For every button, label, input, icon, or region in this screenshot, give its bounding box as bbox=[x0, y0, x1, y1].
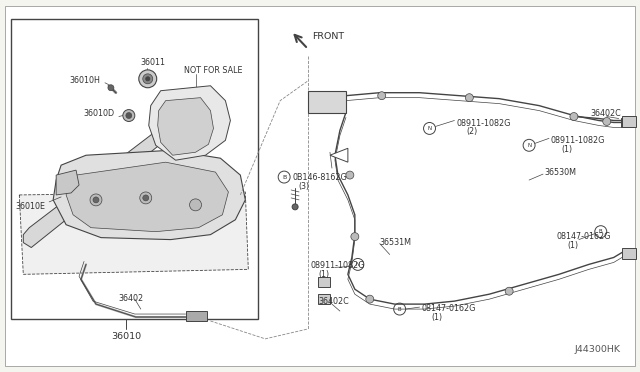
Circle shape bbox=[366, 295, 374, 303]
Circle shape bbox=[139, 70, 157, 88]
Text: FRONT: FRONT bbox=[312, 32, 344, 41]
Text: 08147-0162G: 08147-0162G bbox=[422, 304, 476, 313]
Text: N: N bbox=[527, 143, 531, 148]
Bar bbox=[621, 118, 632, 128]
Polygon shape bbox=[157, 98, 214, 155]
Text: 36010E: 36010E bbox=[15, 202, 45, 211]
Text: 08911-1082G: 08911-1082G bbox=[551, 137, 605, 145]
Text: B: B bbox=[282, 174, 286, 180]
Bar bbox=[186, 311, 207, 321]
Text: N: N bbox=[356, 262, 360, 267]
Text: 36010H: 36010H bbox=[69, 76, 100, 85]
Text: 36011: 36011 bbox=[141, 58, 166, 67]
Text: N: N bbox=[428, 126, 431, 131]
Text: 36402: 36402 bbox=[119, 294, 144, 303]
Circle shape bbox=[292, 204, 298, 210]
Text: 36010D: 36010D bbox=[83, 109, 114, 118]
Text: 36530M: 36530M bbox=[544, 168, 576, 177]
Text: 08147-0162G: 08147-0162G bbox=[557, 232, 611, 241]
Circle shape bbox=[143, 74, 153, 84]
Circle shape bbox=[123, 110, 135, 122]
Text: B: B bbox=[599, 229, 603, 234]
Circle shape bbox=[182, 103, 191, 113]
Circle shape bbox=[505, 287, 513, 295]
Text: J44300HK: J44300HK bbox=[575, 345, 621, 354]
Text: (1): (1) bbox=[561, 145, 572, 154]
Text: 0B146-8162G: 0B146-8162G bbox=[292, 173, 347, 182]
Circle shape bbox=[351, 232, 359, 241]
Text: (3): (3) bbox=[298, 182, 309, 191]
Text: (2): (2) bbox=[467, 128, 477, 137]
Bar bbox=[12, 19, 259, 319]
Text: 36531M: 36531M bbox=[380, 238, 412, 247]
Circle shape bbox=[140, 192, 152, 204]
Polygon shape bbox=[23, 103, 198, 247]
Circle shape bbox=[378, 92, 386, 100]
Circle shape bbox=[346, 171, 354, 179]
Text: (1): (1) bbox=[431, 313, 443, 322]
Text: 08911-1082G: 08911-1082G bbox=[310, 262, 364, 270]
Polygon shape bbox=[66, 162, 228, 232]
Circle shape bbox=[570, 113, 578, 121]
Circle shape bbox=[465, 94, 474, 102]
Polygon shape bbox=[19, 192, 248, 274]
Text: (1): (1) bbox=[318, 270, 329, 279]
Circle shape bbox=[93, 197, 99, 203]
Polygon shape bbox=[330, 148, 348, 162]
Text: 08911-1082G: 08911-1082G bbox=[456, 119, 511, 128]
Circle shape bbox=[108, 85, 114, 91]
Text: 36402C: 36402C bbox=[591, 109, 621, 118]
Circle shape bbox=[143, 195, 148, 201]
Text: 36010: 36010 bbox=[111, 332, 141, 341]
Circle shape bbox=[126, 113, 132, 119]
Bar bbox=[308, 91, 346, 113]
Circle shape bbox=[177, 98, 196, 118]
Bar bbox=[318, 294, 330, 304]
Circle shape bbox=[90, 194, 102, 206]
Text: B: B bbox=[398, 307, 401, 312]
Text: 36402C: 36402C bbox=[318, 297, 349, 306]
Polygon shape bbox=[53, 150, 245, 240]
Polygon shape bbox=[148, 86, 230, 160]
Bar bbox=[318, 277, 330, 287]
Bar bbox=[621, 116, 636, 128]
Circle shape bbox=[146, 77, 150, 81]
Circle shape bbox=[189, 199, 202, 211]
Text: NOT FOR SALE: NOT FOR SALE bbox=[184, 66, 242, 75]
Bar bbox=[621, 247, 636, 259]
Circle shape bbox=[603, 118, 611, 125]
Text: (1): (1) bbox=[567, 241, 578, 250]
Polygon shape bbox=[56, 170, 79, 195]
